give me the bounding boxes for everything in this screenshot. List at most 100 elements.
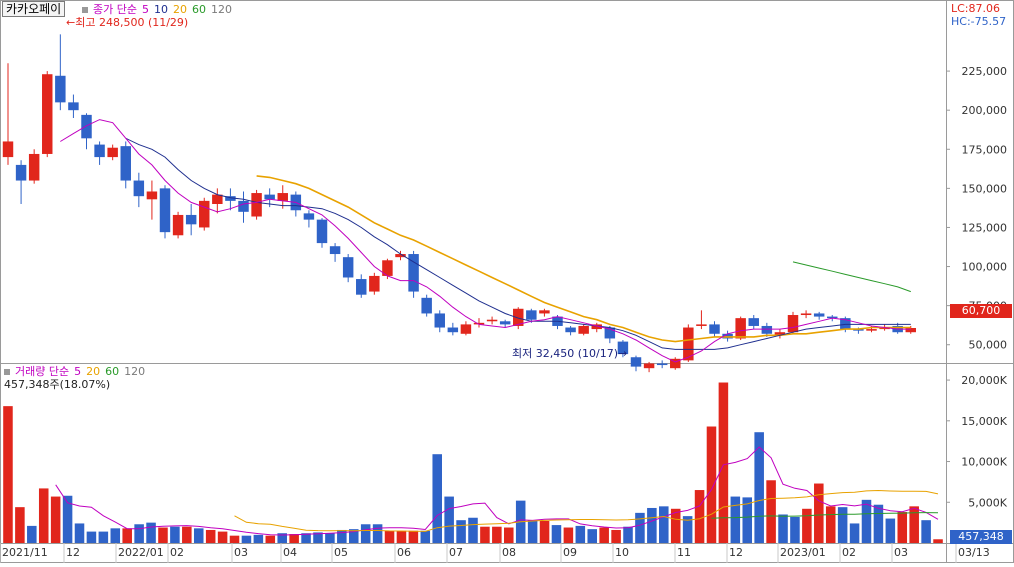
volume-bar [635, 512, 645, 543]
volume-bar [647, 507, 657, 543]
candle-body [643, 363, 655, 369]
volume-bar [539, 521, 550, 543]
candle-body [107, 147, 118, 158]
lc-readout: LC:87.06 [951, 2, 1001, 15]
candle-body [748, 318, 759, 326]
candle-body [2, 141, 14, 158]
volume-bar [551, 525, 562, 543]
candle-body [316, 219, 328, 244]
candle-body [225, 196, 236, 201]
price-tick-label: 175,000 [962, 143, 1008, 156]
ma-period-5: 5 [141, 3, 149, 16]
volume-bar [909, 506, 919, 543]
candle-body [342, 257, 354, 278]
volume-bar [265, 535, 276, 543]
price-legend-marker [82, 6, 88, 13]
volume-bar [27, 525, 37, 543]
candle-body [120, 146, 131, 181]
volume-bar [146, 522, 156, 543]
stock-name: 카카오페이 [6, 2, 62, 16]
volume-bar [313, 532, 323, 543]
candle-body [696, 324, 707, 326]
volume-bar [790, 516, 800, 543]
volume-bar [563, 527, 574, 543]
candle-body [421, 297, 432, 314]
candle-body [656, 363, 668, 366]
vol-ma-period-20: 20 [86, 365, 101, 378]
candle-body [683, 327, 694, 361]
candle-body [159, 188, 171, 233]
xaxis-tick-label: 12 [66, 546, 80, 559]
price-tick-label: 150,000 [962, 182, 1008, 195]
candle-body [133, 180, 145, 197]
candle-body [578, 325, 589, 334]
volume-bar [205, 529, 216, 543]
price-ma-label: 종가 단순 [93, 3, 137, 16]
volume-bar [182, 526, 192, 543]
volume-bar [134, 524, 144, 543]
volume-bar [861, 499, 872, 543]
volume-bar [384, 530, 395, 543]
candle-body [408, 254, 419, 292]
volume-bar [480, 526, 490, 543]
candle-body [526, 310, 537, 320]
candle-body [761, 325, 773, 334]
volume-tick-label: 5,000K [968, 496, 1007, 509]
candle-body [212, 194, 223, 204]
candle-body [630, 357, 642, 367]
candle-body [499, 321, 511, 325]
volume-ma60-line [711, 512, 939, 519]
candle-body [251, 193, 262, 217]
xaxis-tick-label: 08 [502, 546, 516, 559]
volume-bar [277, 533, 287, 543]
volume-bar [122, 528, 132, 543]
price-ma-legend: 종가 단순 5 10 20 60 120 [80, 3, 237, 16]
volume-bar [659, 506, 669, 543]
volume-bar [575, 525, 586, 543]
low-annotation-text: 최저 32,450 (10/17) [512, 347, 619, 360]
volume-bar [217, 531, 228, 543]
volume-bar [325, 533, 335, 543]
stock-name-box[interactable]: 카카오페이 [2, 1, 66, 17]
xaxis-tick-label: 03 [894, 546, 908, 559]
volume-bar [170, 526, 180, 543]
candle-body [55, 75, 66, 103]
last-price-tag: 60,700 [950, 304, 1012, 318]
volume-bar [301, 533, 311, 543]
volume-bar [682, 516, 693, 543]
volume-bar [802, 508, 812, 543]
volume-bar [337, 529, 347, 543]
high-annotation-text: 최고 248,500 (11/29) [75, 16, 189, 29]
volume-bar [849, 523, 860, 543]
ma60-line [792, 261, 911, 293]
volume-bar [348, 529, 359, 543]
price-tick-label: 225,000 [962, 65, 1008, 78]
candle-body [539, 310, 550, 314]
xaxis-tick-label: 2023/01 [780, 546, 826, 559]
candle-body [670, 358, 681, 369]
volume-bar [742, 497, 753, 543]
xaxis-tick-label: 03/13 [958, 546, 990, 559]
volume-bar [670, 508, 681, 543]
candle-body [774, 332, 786, 336]
candle-body [447, 327, 459, 333]
candle-body [905, 327, 916, 333]
candle-body [486, 319, 498, 322]
candle-body [565, 327, 576, 333]
volume-bar [873, 504, 884, 543]
vol-ma-period-5: 5 [74, 365, 82, 378]
volume-bar [15, 507, 25, 543]
xaxis-tick-label: 10 [615, 546, 629, 559]
volume-bar [86, 531, 97, 543]
volume-bar [778, 514, 788, 543]
vol-ma-period-120: 120 [124, 365, 146, 378]
xaxis-tick-label: 06 [397, 546, 411, 559]
volume-bar [897, 512, 908, 543]
volume-bar [694, 490, 705, 543]
candle-body [382, 260, 393, 276]
candle-body [513, 308, 524, 326]
volume-bar [241, 535, 252, 543]
ma-period-20: 20 [172, 3, 187, 16]
candle-body [238, 200, 249, 212]
